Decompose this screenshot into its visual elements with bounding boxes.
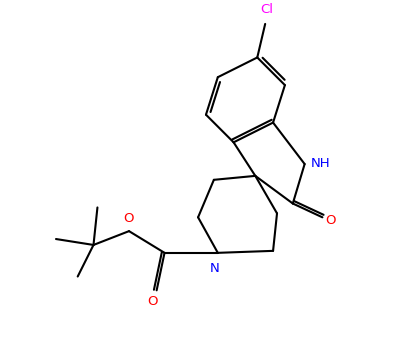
Text: O: O (326, 214, 336, 227)
Text: NH: NH (310, 157, 330, 170)
Text: O: O (123, 212, 133, 225)
Text: O: O (147, 295, 158, 308)
Text: N: N (210, 262, 220, 275)
Text: Cl: Cl (261, 3, 274, 16)
